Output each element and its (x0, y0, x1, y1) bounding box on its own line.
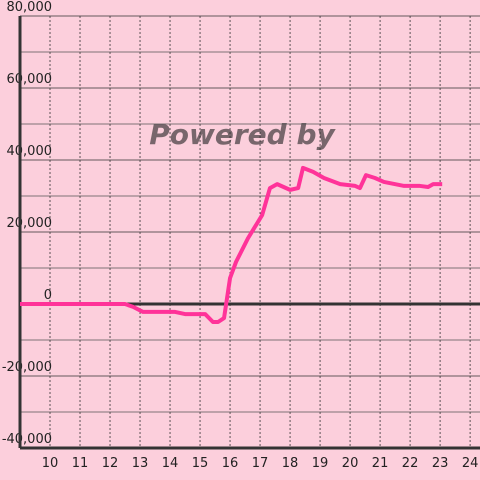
x-tick-label: 12 (102, 456, 119, 471)
x-tick-label: 24 (462, 456, 479, 471)
x-tick-label: 20 (342, 456, 359, 471)
x-tick-label: 22 (402, 456, 419, 471)
data-line (20, 165, 443, 324)
y-tick-label: 20,000 (7, 216, 53, 231)
x-tick-label: 13 (132, 456, 149, 471)
x-tick-label: 18 (282, 456, 299, 471)
x-tick-label: 11 (72, 456, 89, 471)
y-tick-label: 60,000 (7, 72, 53, 87)
y-tick-label: -40,000 (2, 432, 52, 447)
x-tick-label: 10 (42, 456, 59, 471)
x-tick-label: 19 (312, 456, 329, 471)
x-tick-label: 21 (372, 456, 389, 471)
x-tick-label: 23 (432, 456, 449, 471)
y-tick-label: 0 (44, 288, 52, 303)
y-tick-label: 40,000 (7, 144, 53, 159)
x-tick-label: 16 (222, 456, 239, 471)
y-tick-label: -20,000 (2, 360, 52, 375)
x-tick-label: 17 (252, 456, 269, 471)
x-tick-label: 14 (162, 456, 179, 471)
y-tick-label: 80,000 (7, 0, 53, 15)
x-tick-label: 15 (192, 456, 209, 471)
watermark: Powered by (149, 118, 336, 151)
